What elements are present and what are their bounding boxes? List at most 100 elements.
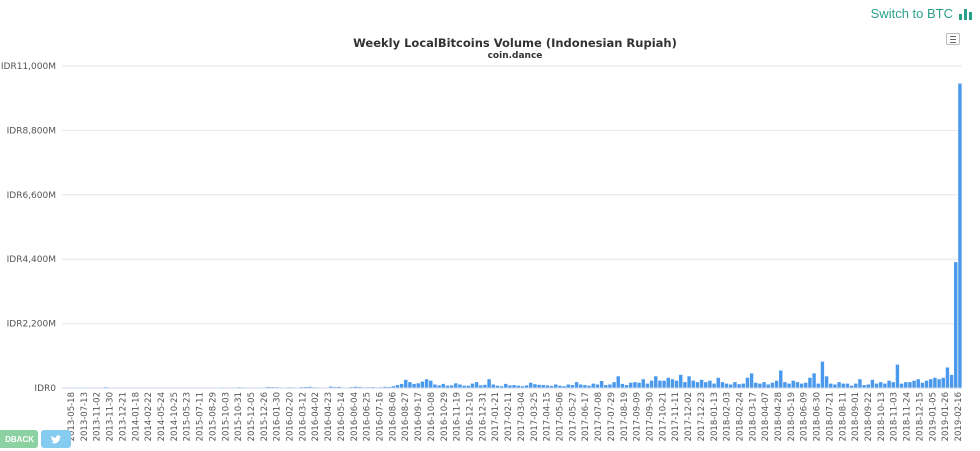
volume-bar[interactable] xyxy=(908,382,912,388)
volume-bar[interactable] xyxy=(766,384,770,388)
volume-bar[interactable] xyxy=(441,383,445,388)
switch-to-btc-button[interactable]: Switch to BTC xyxy=(871,6,972,21)
volume-bar[interactable] xyxy=(895,364,900,388)
volume-bar[interactable] xyxy=(579,384,583,388)
volume-bar[interactable] xyxy=(645,383,650,388)
volume-bar[interactable] xyxy=(266,386,270,388)
volume-bar[interactable] xyxy=(358,386,362,388)
volume-bar[interactable] xyxy=(537,384,541,388)
volume-bar[interactable] xyxy=(616,376,620,388)
volume-bar[interactable] xyxy=(949,374,954,388)
volume-bar[interactable] xyxy=(737,384,741,388)
volume-bar[interactable] xyxy=(854,383,858,388)
volume-bar[interactable] xyxy=(591,383,595,388)
hamburger-menu-icon[interactable] xyxy=(946,33,960,45)
volume-bar[interactable] xyxy=(449,385,454,388)
volume-bar[interactable] xyxy=(674,380,679,388)
volume-bar[interactable] xyxy=(862,385,866,388)
volume-bar[interactable] xyxy=(612,382,616,388)
volume-bar[interactable] xyxy=(499,386,504,388)
volume-bar[interactable] xyxy=(937,379,941,388)
volume-bar[interactable] xyxy=(654,376,658,388)
volume-bar[interactable] xyxy=(858,379,862,388)
volume-bar[interactable] xyxy=(454,383,458,388)
volume-bar[interactable] xyxy=(912,380,916,388)
volume-bar[interactable] xyxy=(891,382,895,388)
volume-bar[interactable] xyxy=(749,373,754,388)
volume-bar[interactable] xyxy=(779,370,783,388)
volume-bar[interactable] xyxy=(554,384,558,388)
volume-bar[interactable] xyxy=(733,382,737,388)
volume-bar[interactable] xyxy=(845,383,850,388)
volume-bar[interactable] xyxy=(941,377,945,388)
volume-bar[interactable] xyxy=(599,380,604,388)
volume-bar[interactable] xyxy=(841,383,845,388)
volume-bar[interactable] xyxy=(595,384,600,388)
volume-bar[interactable] xyxy=(520,386,525,388)
volume-bar[interactable] xyxy=(833,384,837,388)
volume-bar[interactable] xyxy=(929,379,933,388)
volume-bar[interactable] xyxy=(866,384,870,388)
volume-bar[interactable] xyxy=(720,382,725,388)
volume-bar[interactable] xyxy=(404,379,408,388)
volume-bar[interactable] xyxy=(958,83,962,388)
volume-bar[interactable] xyxy=(304,386,308,388)
volume-bar[interactable] xyxy=(662,380,666,388)
volume-bar[interactable] xyxy=(445,385,450,388)
volume-bar[interactable] xyxy=(670,379,675,388)
volume-bar[interactable] xyxy=(416,383,420,388)
volume-bar[interactable] xyxy=(608,384,612,388)
volume-bar[interactable] xyxy=(849,385,854,388)
volume-bar[interactable] xyxy=(695,382,700,388)
volume-bar[interactable] xyxy=(604,385,608,388)
volume-bar[interactable] xyxy=(512,385,516,388)
volume-bar[interactable] xyxy=(774,380,779,388)
volume-bar[interactable] xyxy=(504,383,508,388)
volume-bar[interactable] xyxy=(887,380,891,388)
volume-bar[interactable] xyxy=(420,381,425,388)
volume-bar[interactable] xyxy=(549,385,554,388)
volume-bar[interactable] xyxy=(679,374,683,388)
volume-bar[interactable] xyxy=(870,379,875,388)
volume-bar[interactable] xyxy=(641,379,645,388)
volume-bar[interactable] xyxy=(816,383,820,388)
volume-bar[interactable] xyxy=(391,386,395,388)
volume-bar[interactable] xyxy=(624,385,629,388)
volume-bar[interactable] xyxy=(920,382,925,388)
volume-bar[interactable] xyxy=(629,382,633,388)
volume-bar[interactable] xyxy=(437,385,441,388)
volume-bar[interactable] xyxy=(424,379,429,388)
volume-bar[interactable] xyxy=(708,380,712,388)
volume-bar[interactable] xyxy=(687,376,691,388)
volume-bar[interactable] xyxy=(583,385,587,388)
volume-bar[interactable] xyxy=(429,380,433,388)
volume-bar[interactable] xyxy=(770,382,775,388)
volume-bar[interactable] xyxy=(741,383,745,388)
volume-bar[interactable] xyxy=(874,383,879,388)
volume-bar[interactable] xyxy=(712,383,716,388)
volume-bar[interactable] xyxy=(791,380,795,388)
tweet-button[interactable] xyxy=(41,430,71,448)
volume-bar[interactable] xyxy=(804,382,808,388)
volume-bar[interactable] xyxy=(620,383,625,388)
volume-bar[interactable] xyxy=(812,373,816,388)
volume-bar[interactable] xyxy=(916,379,920,388)
volume-bar[interactable] xyxy=(354,386,358,388)
volume-bar[interactable] xyxy=(754,382,758,388)
volume-bar[interactable] xyxy=(704,382,708,388)
volume-bar[interactable] xyxy=(954,262,958,388)
volume-bar[interactable] xyxy=(924,380,929,388)
volume-bar[interactable] xyxy=(945,367,950,388)
volume-bar[interactable] xyxy=(691,380,695,388)
volume-bar[interactable] xyxy=(387,386,391,388)
volume-bar[interactable] xyxy=(899,383,904,388)
volume-bar[interactable] xyxy=(570,385,575,388)
volume-bar[interactable] xyxy=(487,379,491,388)
volume-bar[interactable] xyxy=(383,386,387,388)
volume-bar[interactable] xyxy=(637,382,641,388)
volume-bar[interactable] xyxy=(462,385,466,388)
volume-bar[interactable] xyxy=(574,382,579,388)
volume-bar[interactable] xyxy=(783,382,787,388)
volume-bar[interactable] xyxy=(495,385,500,388)
volume-bar[interactable] xyxy=(758,383,762,388)
